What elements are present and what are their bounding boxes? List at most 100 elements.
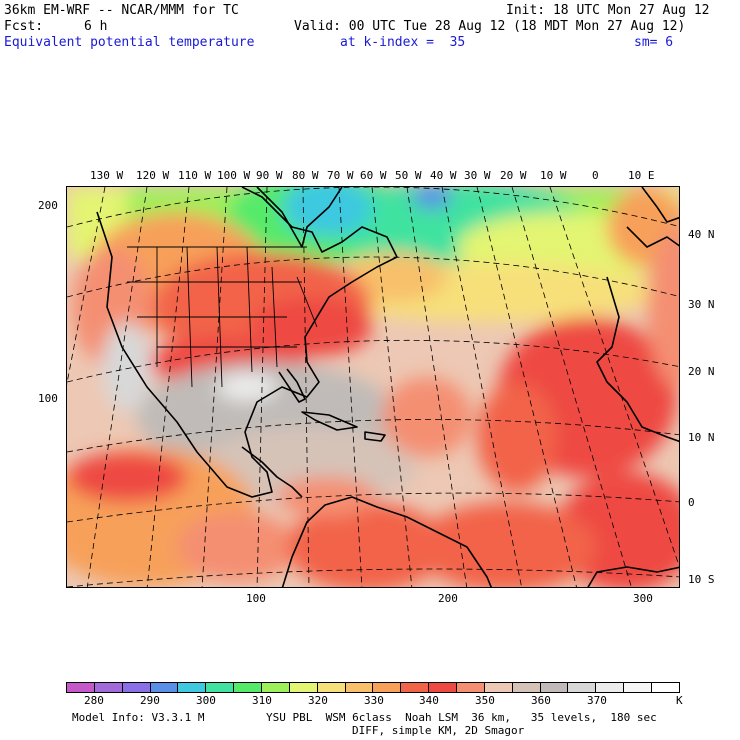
colorbar bbox=[66, 682, 680, 693]
lon-line bbox=[406, 187, 468, 587]
lon-line bbox=[201, 187, 228, 587]
diffusion-info: DIFF, simple KM, 2D Smagor bbox=[352, 724, 525, 737]
colorbar-swatch bbox=[345, 683, 374, 692]
colorbar-label: 330 bbox=[364, 694, 384, 707]
smoothing-value: sm= 6 bbox=[634, 35, 674, 50]
lon-label: 10 W bbox=[540, 169, 567, 182]
colorbar-swatch bbox=[401, 683, 430, 692]
colorbar-swatch bbox=[94, 683, 123, 692]
lon-label: 60 W bbox=[360, 169, 387, 182]
europe-coast bbox=[626, 226, 679, 248]
colorbar-label: 280 bbox=[84, 694, 104, 707]
colorbar-swatch bbox=[373, 683, 402, 692]
lon-label: 0 bbox=[592, 169, 599, 182]
colorbar-swatch bbox=[262, 683, 290, 692]
lon-line bbox=[476, 187, 577, 587]
hispaniola-coast bbox=[364, 431, 386, 442]
init-time: Init: 18 UTC Mon 27 Aug 12 bbox=[506, 3, 710, 18]
florida-coast bbox=[278, 368, 306, 403]
lat-line bbox=[67, 339, 679, 383]
colorbar-swatch bbox=[122, 683, 151, 692]
model-title: 36km EM-WRF -- NCAR/MMM for TC bbox=[4, 3, 239, 18]
colorbar-swatch bbox=[178, 683, 207, 692]
colorbar-swatch bbox=[596, 683, 625, 692]
lat-label: 10 S bbox=[688, 573, 715, 586]
africa-coast bbox=[596, 276, 679, 443]
colorbar-swatch bbox=[624, 683, 653, 692]
colorbar-swatch bbox=[67, 683, 95, 692]
colorbar-swatch bbox=[317, 683, 346, 692]
lon-label: 120 W bbox=[136, 169, 170, 182]
colorbar-unit: K bbox=[676, 694, 683, 707]
valid-time: Valid: 00 UTC Tue 28 Aug 12 (18 MDT Mon … bbox=[294, 19, 686, 34]
lat-label: 20 N bbox=[688, 365, 715, 378]
theta-e-field bbox=[67, 187, 679, 587]
gulf-of-guinea-coast bbox=[587, 566, 679, 587]
lat-label: 10 N bbox=[688, 431, 715, 444]
lon-label: 10 E bbox=[628, 169, 655, 182]
lat-label: 40 N bbox=[688, 228, 715, 241]
lat-line bbox=[67, 419, 679, 453]
europe-coast-north bbox=[641, 187, 679, 223]
lon-line bbox=[86, 187, 148, 587]
grid-x-label: 300 bbox=[633, 592, 653, 605]
north-america-coast bbox=[96, 187, 398, 498]
colorbar-swatch bbox=[289, 683, 318, 692]
lon-label: 40 W bbox=[430, 169, 457, 182]
lon-label: 70 W bbox=[327, 169, 354, 182]
forecast-label: Fcst: bbox=[4, 19, 44, 34]
model-info: Model Info: V3.3.1 M bbox=[72, 711, 205, 724]
colorbar-label: 310 bbox=[252, 694, 272, 707]
grid-y-label: 200 bbox=[38, 199, 58, 212]
graticule bbox=[67, 187, 679, 587]
colorbar-swatch bbox=[484, 683, 513, 692]
colorbar-swatch bbox=[150, 683, 179, 692]
lon-line bbox=[549, 187, 679, 567]
lon-label: 100 W bbox=[217, 169, 251, 182]
colorbar-swatch bbox=[206, 683, 235, 692]
colorbar-swatch bbox=[540, 683, 569, 692]
colorbar-swatch bbox=[457, 683, 485, 692]
lon-line bbox=[338, 187, 363, 587]
field-name: Equivalent potential temperature bbox=[4, 35, 255, 50]
lon-label: 30 W bbox=[464, 169, 491, 182]
lon-label: 80 W bbox=[292, 169, 319, 182]
lon-line bbox=[146, 187, 190, 587]
lon-line bbox=[256, 187, 268, 587]
grid-x-label: 100 bbox=[246, 592, 266, 605]
colorbar-swatch bbox=[652, 683, 679, 692]
grid-x-label: 200 bbox=[438, 592, 458, 605]
colorbar-label: 320 bbox=[308, 694, 328, 707]
lon-line bbox=[371, 187, 413, 587]
colorbar-label: 350 bbox=[475, 694, 495, 707]
coastlines bbox=[96, 187, 679, 587]
south-america-coast bbox=[281, 496, 493, 587]
colorbar-label: 290 bbox=[140, 694, 160, 707]
lat-label: 0 bbox=[688, 496, 695, 509]
lat-label: 30 N bbox=[688, 298, 715, 311]
colorbar-swatch bbox=[429, 683, 458, 692]
cuba-coast bbox=[301, 411, 358, 431]
lon-label: 90 W bbox=[256, 169, 283, 182]
lat-line bbox=[67, 187, 679, 228]
colorbar-label: 360 bbox=[531, 694, 551, 707]
colorbar-label: 340 bbox=[419, 694, 439, 707]
lon-label: 130 W bbox=[90, 169, 124, 182]
lon-label: 20 W bbox=[500, 169, 527, 182]
colorbar-swatch bbox=[234, 683, 263, 692]
lon-label: 110 W bbox=[178, 169, 212, 182]
k-index: at k-index = 35 bbox=[340, 35, 466, 50]
colorbar-label: 370 bbox=[587, 694, 607, 707]
lat-line bbox=[67, 256, 679, 298]
theta-e-map bbox=[66, 186, 680, 588]
forecast-hour: 6 h bbox=[84, 19, 108, 34]
lon-label: 50 W bbox=[395, 169, 422, 182]
colorbar-swatch bbox=[568, 683, 597, 692]
physics-info: YSU PBL WSM 6class Noah LSM 36 km, 35 le… bbox=[266, 711, 657, 724]
colorbar-swatch bbox=[512, 683, 541, 692]
greenland-coast bbox=[256, 187, 343, 248]
central-america-coast bbox=[241, 446, 303, 498]
state-borders bbox=[127, 246, 318, 388]
lon-line bbox=[441, 187, 523, 587]
map-canvas bbox=[67, 187, 679, 587]
